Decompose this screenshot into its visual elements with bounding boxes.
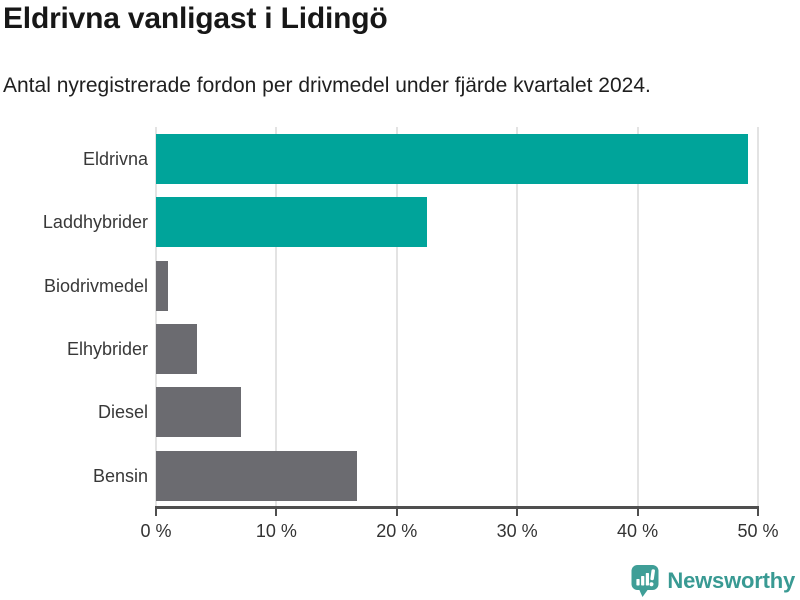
category-label: Bensin <box>92 466 148 486</box>
gridline <box>636 127 639 507</box>
bar-elhybrider <box>156 324 197 374</box>
gridline <box>275 127 278 507</box>
x-tick <box>155 506 157 516</box>
bar-eldrivna <box>156 134 749 184</box>
x-tick-label: 30 % <box>496 521 538 541</box>
chart-title: Eldrivna vanligast i Lidingö <box>3 2 388 35</box>
newsworthy-logo: Newsworthy <box>631 564 795 598</box>
category-label: Elhybrider <box>66 339 148 359</box>
x-axis-line <box>155 506 759 509</box>
category-label: Biodrivmedel <box>43 276 148 296</box>
x-tick-label: 0 % <box>140 521 172 541</box>
x-tick-label: 10 % <box>255 521 297 541</box>
x-tick <box>636 506 639 516</box>
bar-diesel <box>156 387 242 437</box>
x-tick <box>756 506 759 516</box>
category-label: Diesel <box>97 402 148 422</box>
bar-chart-speech-bubble-icon <box>631 564 659 598</box>
x-tick-label: 50 % <box>737 521 779 541</box>
x-tick <box>395 506 398 516</box>
bar-chart-plot-area: 0 % 10 % 20 % 30 % 40 % 50 % <box>140 127 778 541</box>
category-axis: Eldrivna Laddhybrider Biodrivmedel Elhybrid… <box>0 127 148 507</box>
brand-name: Newsworthy <box>667 568 795 593</box>
category-label: Eldrivna <box>82 149 148 169</box>
x-tick <box>275 506 278 516</box>
bar-laddhybrider <box>156 197 427 247</box>
bar-biodrivmedel <box>156 261 169 311</box>
gridline <box>516 127 519 507</box>
gridline <box>756 127 759 507</box>
x-tick-label: 20 % <box>376 521 418 541</box>
bar-bensin <box>156 451 358 501</box>
x-tick <box>516 506 519 516</box>
gridline <box>155 127 157 507</box>
x-tick-label: 40 % <box>617 521 659 541</box>
chart-subtitle: Antal nyregistrerade fordon per drivmede… <box>3 74 651 97</box>
gridline <box>395 127 398 507</box>
category-label: Laddhybrider <box>42 212 148 232</box>
